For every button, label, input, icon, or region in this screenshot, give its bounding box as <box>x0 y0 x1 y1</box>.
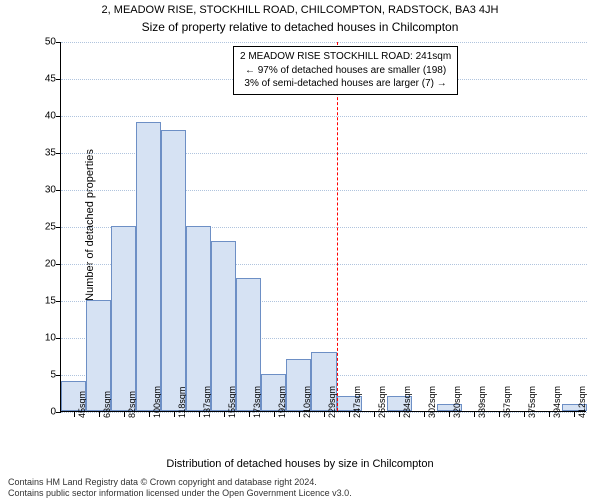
ytick-label: 20 <box>45 259 56 270</box>
xtick-mark <box>399 412 400 417</box>
xtick-label: 339sqm <box>477 386 487 418</box>
chart-container: 2, MEADOW RISE, STOCKHILL ROAD, CHILCOMP… <box>0 0 600 500</box>
xtick-label: 265sqm <box>377 386 387 418</box>
ytick-mark <box>56 375 61 376</box>
plot-area: 0510152025303540455045sqm63sqm82sqm100sq… <box>60 42 586 412</box>
xtick-label: 100sqm <box>152 386 162 418</box>
xtick-label: 118sqm <box>177 387 187 418</box>
xtick-mark <box>199 412 200 417</box>
ytick-mark <box>56 116 61 117</box>
ytick-mark <box>56 301 61 302</box>
ytick-label: 0 <box>50 407 56 418</box>
footer-line-1: Contains HM Land Registry data © Crown c… <box>8 477 592 489</box>
xtick-mark <box>424 412 425 417</box>
xtick-label: 45sqm <box>77 391 87 418</box>
xtick-label: 284sqm <box>402 386 412 418</box>
ytick-label: 25 <box>45 222 56 233</box>
xtick-label: 320sqm <box>452 386 462 418</box>
histogram-bar <box>136 122 161 411</box>
gridline <box>61 42 587 43</box>
ytick-mark <box>56 264 61 265</box>
ytick-label: 35 <box>45 148 56 159</box>
ytick-mark <box>56 153 61 154</box>
ytick-label: 45 <box>45 74 56 85</box>
ytick-label: 5 <box>50 370 56 381</box>
xtick-mark <box>274 412 275 417</box>
xtick-label: 412sqm <box>577 386 587 418</box>
ytick-mark <box>56 42 61 43</box>
reference-line <box>337 42 338 411</box>
annotation-line: ← 97% of detached houses are smaller (19… <box>240 64 451 78</box>
xtick-label: 192sqm <box>277 386 287 418</box>
ytick-mark <box>56 338 61 339</box>
xtick-mark <box>249 412 250 417</box>
footer-text: Contains HM Land Registry data © Crown c… <box>8 477 592 500</box>
ytick-label: 30 <box>45 185 56 196</box>
xtick-mark <box>474 412 475 417</box>
xtick-label: 357sqm <box>502 386 512 418</box>
gridline <box>61 116 587 117</box>
xtick-label: 82sqm <box>127 391 137 418</box>
xtick-mark <box>174 412 175 417</box>
xtick-mark <box>149 412 150 417</box>
xtick-label: 394sqm <box>552 386 562 418</box>
xtick-mark <box>74 412 75 417</box>
ytick-label: 40 <box>45 111 56 122</box>
ytick-mark <box>56 79 61 80</box>
xtick-label: 63sqm <box>102 391 112 418</box>
xtick-mark <box>374 412 375 417</box>
ytick-mark <box>56 412 61 413</box>
annotation-line: 3% of semi-detached houses are larger (7… <box>240 77 451 91</box>
xtick-label: 155sqm <box>227 386 237 418</box>
ytick-label: 10 <box>45 333 56 344</box>
histogram-bar <box>161 130 186 411</box>
xtick-mark <box>224 412 225 417</box>
address-title: 2, MEADOW RISE, STOCKHILL ROAD, CHILCOMP… <box>0 4 600 16</box>
xtick-mark <box>449 412 450 417</box>
xtick-label: 229sqm <box>327 386 337 418</box>
annotation-line: 2 MEADOW RISE STOCKHILL ROAD: 241sqm <box>240 50 451 64</box>
xtick-label: 210sqm <box>302 386 312 418</box>
xtick-label: 173sqm <box>252 386 262 418</box>
xtick-mark <box>124 412 125 417</box>
histogram-bar <box>111 226 136 411</box>
ytick-mark <box>56 227 61 228</box>
xtick-mark <box>99 412 100 417</box>
chart-area: 0510152025303540455045sqm63sqm82sqm100sq… <box>60 42 586 412</box>
xtick-mark <box>499 412 500 417</box>
annotation-box: 2 MEADOW RISE STOCKHILL ROAD: 241sqm← 97… <box>233 46 458 95</box>
histogram-bar <box>186 226 211 411</box>
xtick-label: 302sqm <box>427 386 437 418</box>
xtick-mark <box>349 412 350 417</box>
xtick-mark <box>324 412 325 417</box>
xtick-mark <box>549 412 550 417</box>
xtick-mark <box>574 412 575 417</box>
ytick-label: 15 <box>45 296 56 307</box>
xtick-mark <box>299 412 300 417</box>
ytick-label: 50 <box>45 37 56 48</box>
footer-line-2: Contains public sector information licen… <box>8 488 592 500</box>
xtick-label: 375sqm <box>527 386 537 418</box>
ytick-mark <box>56 190 61 191</box>
chart-title: Size of property relative to detached ho… <box>0 20 600 34</box>
x-axis-label: Distribution of detached houses by size … <box>0 458 600 470</box>
xtick-mark <box>524 412 525 417</box>
xtick-label: 247sqm <box>352 386 362 418</box>
xtick-label: 137sqm <box>202 386 212 418</box>
